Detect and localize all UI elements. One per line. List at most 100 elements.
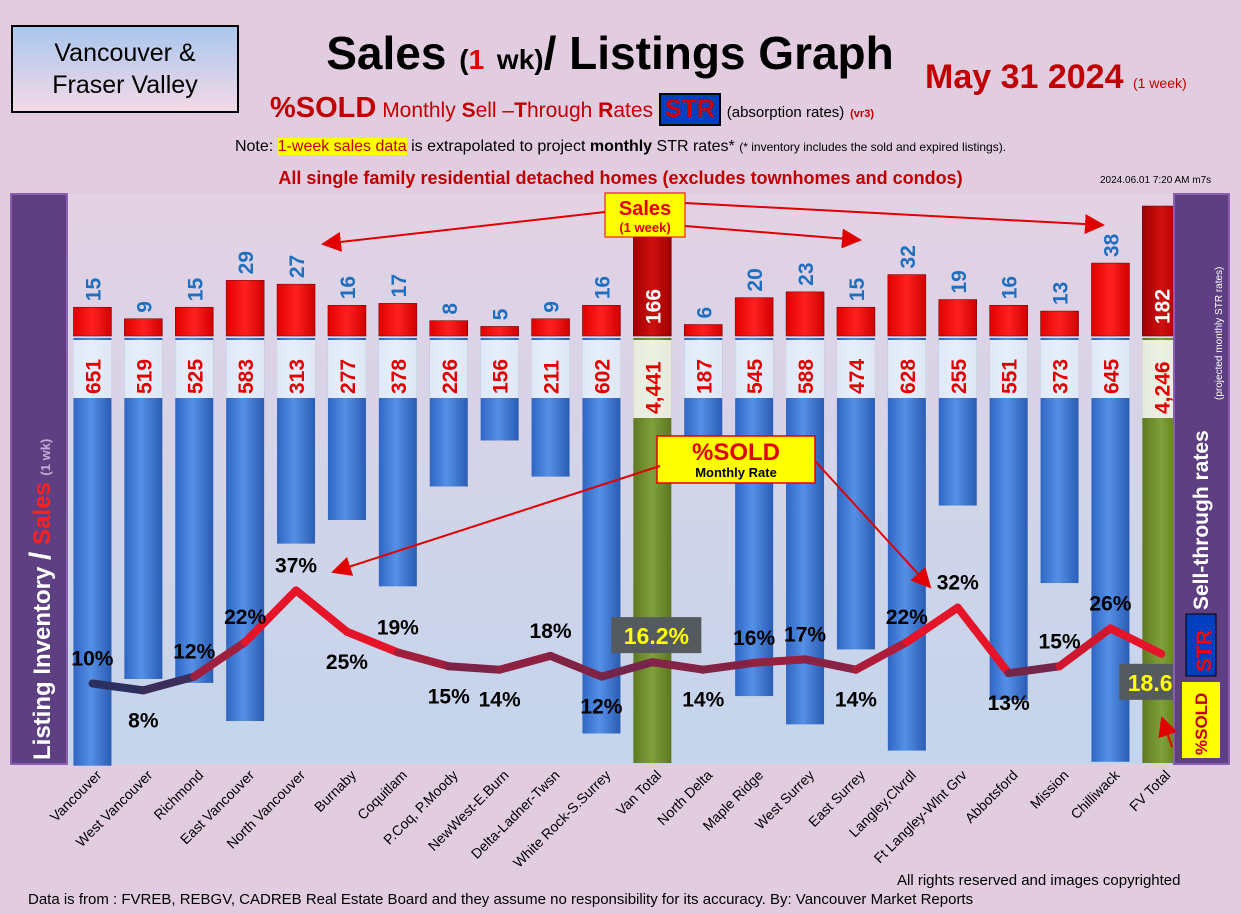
x-tick-label: Delta-Ladner-Twsn — [468, 767, 563, 862]
inventory-label-box — [175, 340, 214, 398]
str-percent-label: 12% — [580, 696, 622, 719]
str-percent-label: 15% — [1039, 630, 1081, 653]
inventory-bar — [226, 338, 265, 722]
sales-bar — [989, 305, 1028, 337]
str-line-segment — [648, 658, 708, 674]
sales-label: 9 — [133, 301, 156, 313]
sales-label: 16 — [337, 276, 360, 299]
total-str-label: 16.2% — [624, 623, 689, 649]
sales-bar — [378, 303, 418, 337]
str-percent-label: 32% — [937, 572, 979, 595]
sales-arrow-mid — [684, 225, 862, 249]
sales-label: 32 — [897, 245, 920, 268]
str-line-segment — [953, 603, 1013, 678]
inventory-label-box — [531, 340, 570, 398]
inventory-bar — [73, 338, 112, 766]
inventory-label-box — [582, 340, 621, 398]
str-badge: STR — [658, 93, 721, 126]
str-line-segment — [241, 586, 301, 647]
sales-bar — [785, 291, 825, 337]
left-axis-slash: / — [24, 551, 57, 560]
inventory-label-box — [124, 340, 163, 398]
region-box: Vancouver & Fraser Valley — [11, 25, 239, 113]
sales-callout-sub: (1 week) — [619, 220, 670, 235]
note-small: (* inventory includes the sold and expir… — [739, 140, 1007, 154]
str-percent-label: 37% — [275, 554, 317, 577]
date-note: (1 week) — [1132, 75, 1187, 91]
fv-sold-arrow — [1158, 716, 1178, 748]
x-tick-label: Ft Langley-Wlnt Grv — [871, 767, 970, 866]
str-percent-label: 17% — [784, 623, 826, 646]
sales-bar — [1091, 262, 1130, 337]
inventory-label: 651 — [82, 359, 105, 394]
sales-label: 15 — [846, 278, 869, 302]
date-value: May 31 2024 — [925, 58, 1124, 96]
str-line-segment — [292, 586, 351, 636]
str-line-segment — [699, 658, 759, 674]
sales-bar — [836, 306, 876, 337]
inventory-label: 474 — [846, 359, 869, 394]
left-axis-sales: Sales — [29, 482, 56, 545]
inventory-label-box — [786, 340, 825, 398]
str-line-segment — [495, 651, 555, 674]
sales-bar — [429, 320, 468, 337]
str-percent-label: 16% — [733, 627, 775, 650]
str-line-segment — [1055, 624, 1115, 671]
inventory-label-box — [378, 340, 417, 398]
sales-label: 17 — [388, 274, 411, 297]
date-text: May 31 2024 (1 week) — [925, 58, 1187, 97]
title-wk: wk) — [496, 44, 544, 75]
str-line-segment — [393, 648, 453, 671]
sales-label: 16 — [591, 276, 614, 299]
sales-label: 27 — [286, 255, 309, 278]
sales-label: 182 — [1151, 289, 1174, 324]
note-prefix: Note: — [234, 138, 274, 155]
inventory-label: 187 — [693, 359, 716, 394]
left-axis-label: Listing Inventory / Sales (1 wk) — [24, 439, 57, 760]
inventory-label: 588 — [795, 359, 818, 394]
inventory-bar — [887, 338, 926, 751]
inventory-label-box — [429, 340, 468, 398]
str-line-segment — [546, 651, 606, 681]
sold-callout-box — [656, 435, 816, 484]
sales-bar — [734, 297, 774, 337]
main-title: Sales (1 wk)/ Listings Graph — [230, 26, 990, 80]
str-percent-label: 13% — [988, 692, 1030, 715]
str-percent-label: 14% — [835, 689, 877, 712]
x-tick-label: Abbotsford — [962, 767, 1021, 826]
sales-label: 6 — [693, 307, 716, 319]
subtitle-version: (vr3) — [850, 108, 874, 120]
str-percent-label: 19% — [377, 616, 419, 639]
x-tick-label: FV Total — [1126, 767, 1173, 814]
inventory-label: 373 — [1050, 359, 1073, 394]
x-tick-label: Chilliwack — [1067, 766, 1123, 822]
right-axis-sublabel: (projected monthly STR rates) — [1214, 267, 1225, 400]
sales-label: 8 — [439, 303, 462, 315]
region-line-2: Fraser Valley — [52, 71, 198, 99]
subtitle-absorption: (absorption rates) — [726, 104, 845, 121]
str-line-segment — [88, 679, 148, 695]
sales-label: 5 — [490, 308, 513, 320]
inventory-label: 525 — [184, 359, 207, 394]
inventory-label-box — [327, 340, 366, 398]
subtitle: %SOLD Monthly Sell –Through Rates STR (a… — [270, 92, 874, 126]
sales-label: 19 — [948, 270, 971, 293]
inventory-label: 255 — [948, 359, 971, 394]
sales-label: 20 — [744, 268, 767, 291]
total-str-box — [611, 617, 702, 654]
inventory-label: 583 — [235, 359, 258, 394]
sales-bar — [225, 280, 265, 337]
sales-label: 13 — [1050, 282, 1073, 305]
right-axis-sold: %SOLD — [1192, 693, 1211, 755]
sales-callout-title: Sales — [619, 198, 671, 220]
inventory-label-box — [735, 340, 774, 398]
str-percent-label: 12% — [173, 641, 215, 664]
sales-label: 15 — [184, 278, 207, 302]
right-axis-str: STR — [1193, 630, 1216, 672]
str-line-segment — [1106, 624, 1166, 658]
sold-callout-sub: Monthly Rate — [695, 465, 777, 480]
sales-bar — [480, 326, 519, 337]
sales-bar — [124, 318, 163, 337]
inventory-label-box — [277, 340, 316, 398]
sold-arrow-right — [814, 460, 932, 589]
